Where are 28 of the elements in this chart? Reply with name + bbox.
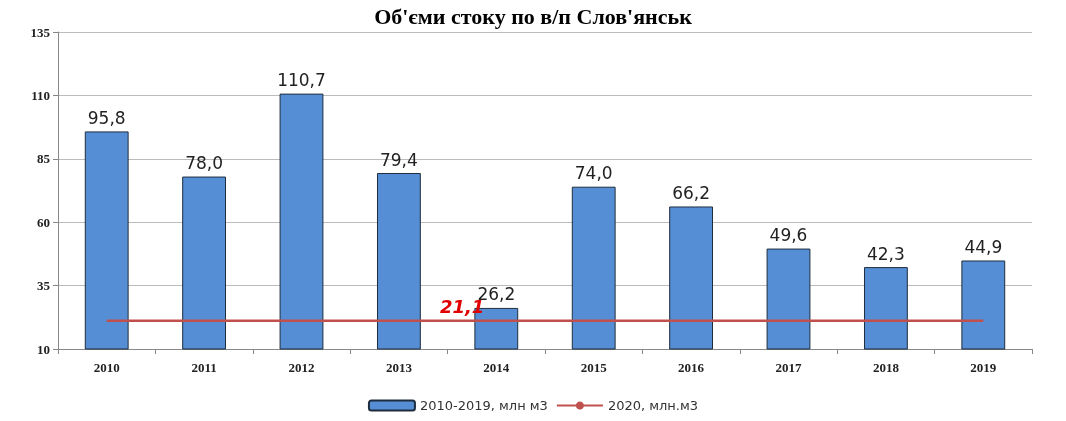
x-tick-label: 2018: [872, 360, 900, 375]
x-tick-label: 2016: [678, 360, 705, 375]
x-tick-label: 2015: [580, 360, 608, 375]
data-label: 74,0: [574, 163, 613, 184]
x-tick-label: 2019: [970, 360, 997, 375]
y-tick-label: 110: [31, 87, 50, 103]
x-tick-label: 2010: [93, 360, 120, 375]
y-tick-label: 85: [37, 151, 51, 167]
data-label: 79,4: [379, 149, 418, 170]
x-tick-label: 2017: [775, 360, 802, 375]
y-tick-label: 135: [30, 24, 51, 40]
x-tick-label: 2014: [483, 360, 510, 375]
data-label: 49,6: [769, 225, 808, 246]
legend-label: 2010-2019, млн м3: [419, 398, 548, 413]
legend-label: 2020, млн.м3: [607, 398, 699, 413]
y-tick-label: 60: [37, 214, 50, 230]
data-label: 95,8: [87, 107, 126, 128]
y-tick-label: 35: [37, 278, 51, 294]
y-tick-label: 10: [37, 341, 50, 357]
data-label: 42,3: [866, 243, 905, 264]
data-label: 44,9: [964, 236, 1003, 257]
x-tick-label: 2013: [385, 360, 413, 375]
data-label: 110,7: [277, 70, 326, 91]
data-label: 78,0: [185, 153, 224, 174]
data-label: 66,2: [672, 182, 711, 203]
x-tick-label: 2011: [191, 360, 217, 375]
x-tick-label: 2012: [288, 360, 315, 375]
chart-title: Об'єми стоку по в/п Слов'янськ: [374, 3, 693, 29]
